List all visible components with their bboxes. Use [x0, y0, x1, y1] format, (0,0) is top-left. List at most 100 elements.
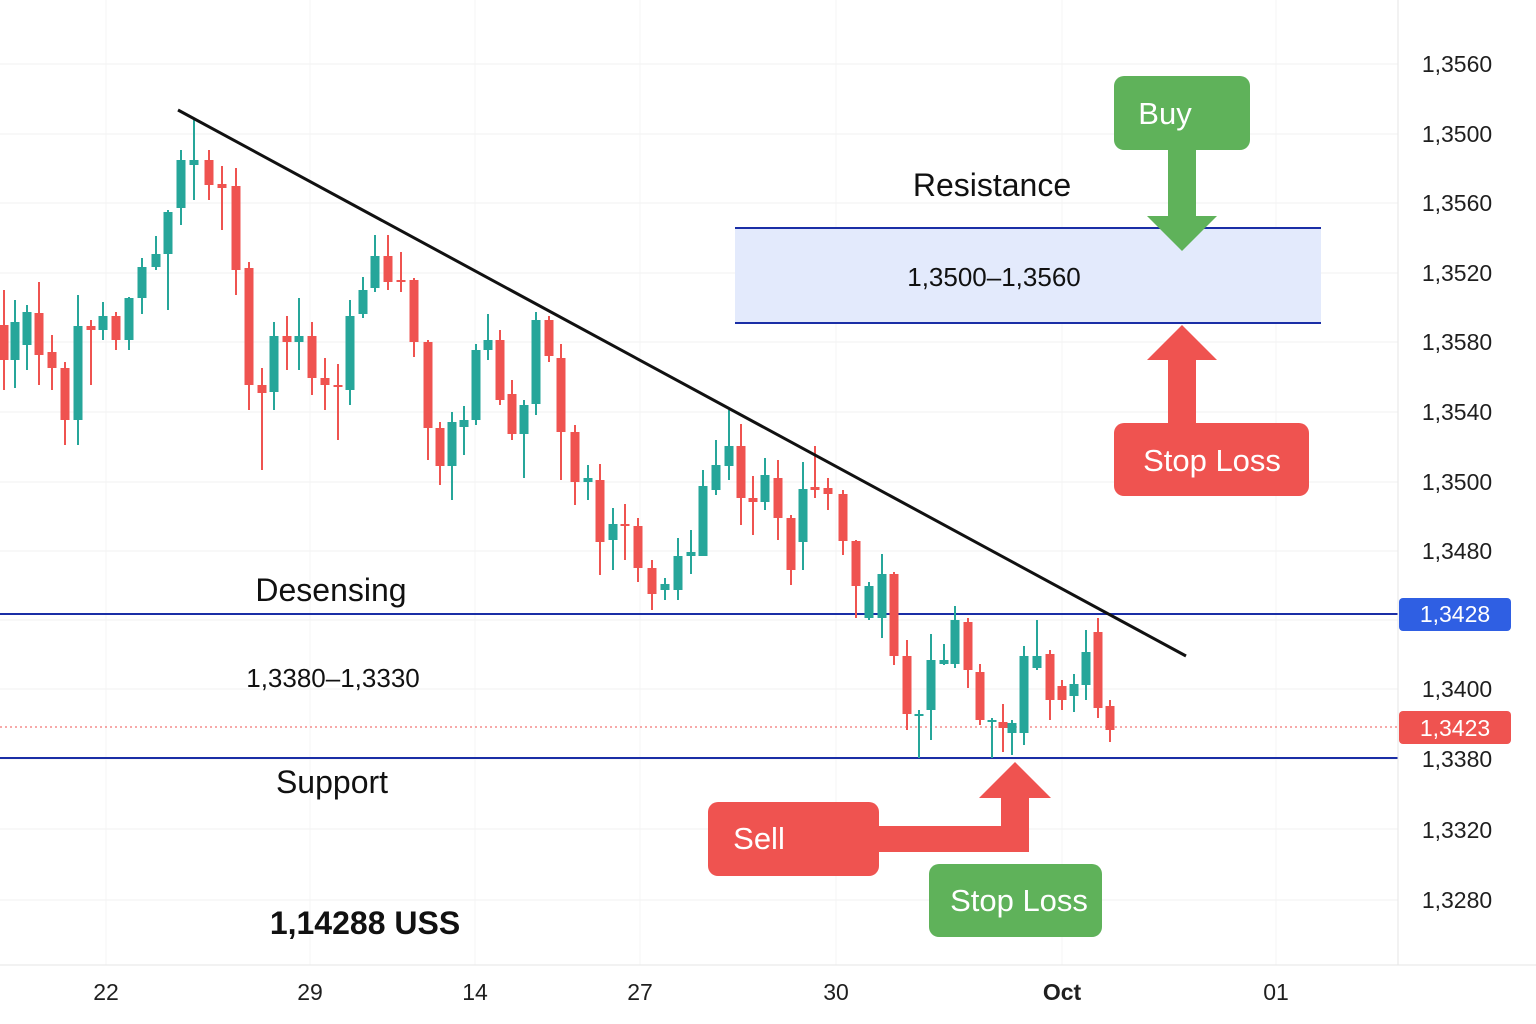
candle-up — [926, 660, 936, 710]
candle-down — [620, 524, 630, 526]
candle-up — [519, 405, 529, 434]
candle-down — [34, 313, 44, 355]
candle-up — [660, 584, 670, 590]
candle-up — [1032, 656, 1042, 668]
candle-up — [98, 316, 108, 330]
candle-down — [47, 352, 57, 368]
candle-down — [60, 368, 70, 420]
candle-up — [447, 422, 457, 466]
desensing-label: Desensing — [255, 572, 406, 608]
y-tick-label: 1,3580 — [1422, 329, 1492, 355]
y-axis: 1,3560 1,3500 1,3560 1,3520 1,3580 1,354… — [1422, 51, 1492, 913]
candle-down — [423, 342, 433, 428]
candle-up — [1069, 684, 1079, 696]
y-tick-label: 1,3500 — [1422, 469, 1492, 495]
candle-down — [810, 487, 820, 490]
candle-up — [163, 212, 173, 254]
y-tick-label: 1,3560 — [1422, 190, 1492, 216]
buy-box — [1114, 76, 1250, 150]
candle-up — [914, 714, 924, 716]
upper-price-badge-bg — [1399, 598, 1511, 631]
candle-up — [711, 465, 721, 490]
candle-up — [137, 267, 147, 298]
candle-up — [939, 660, 949, 664]
stop-loss-upper-signal: Stop Loss — [1114, 325, 1309, 496]
candle-down — [507, 394, 517, 434]
candle-up — [673, 556, 683, 590]
x-tick-label: 01 — [1263, 979, 1289, 1005]
resistance-range-label: 1,3500–1,3560 — [907, 262, 1081, 292]
candle-down — [111, 316, 121, 340]
candle-up — [950, 620, 960, 664]
candle-down — [409, 280, 419, 342]
candle-up — [471, 350, 481, 420]
y-tick-label: 1,3500 — [1422, 121, 1492, 147]
y-tick-label: 1,3320 — [1422, 817, 1492, 843]
candle-up — [798, 489, 808, 542]
x-tick-label: 30 — [823, 979, 849, 1005]
y-tick-label: 1,3480 — [1422, 538, 1492, 564]
candle-down — [851, 541, 861, 586]
candle-up — [698, 486, 708, 556]
buy-signal: Buy — [1114, 76, 1250, 251]
x-tick-label: 14 — [462, 979, 488, 1005]
sell-arrow — [870, 762, 1051, 852]
sell-box — [708, 802, 879, 876]
x-tick-label: 22 — [93, 979, 119, 1005]
y-tick-label: 1,3380 — [1422, 746, 1492, 772]
candle-down — [823, 488, 833, 494]
x-tick-label: 29 — [297, 979, 323, 1005]
candle-down — [736, 446, 746, 498]
candle-up — [73, 326, 83, 420]
candle-down — [333, 385, 343, 387]
candle-down — [595, 480, 605, 542]
current-price-badge-bg — [1399, 711, 1511, 744]
support-label: Support — [276, 764, 388, 800]
upper-price-badge-text: 1,3428 — [1420, 601, 1490, 627]
descending-trendline — [177, 108, 1187, 658]
y-tick-label: 1,3560 — [1422, 51, 1492, 77]
candle-down — [1045, 654, 1055, 700]
candle-down — [495, 340, 505, 400]
candle-up — [176, 160, 186, 208]
resistance-label: Resistance — [913, 167, 1071, 203]
candle-down — [544, 320, 554, 356]
candle-up — [483, 340, 493, 350]
candle-up — [358, 290, 368, 314]
candle-down — [204, 160, 214, 185]
current-price-badge: 1,3423 — [1399, 711, 1511, 744]
candle-up — [864, 586, 874, 618]
candle-up — [1019, 656, 1029, 733]
candle-up — [345, 316, 355, 390]
candle-up — [877, 574, 887, 618]
candle-up — [583, 478, 593, 482]
candle-down — [1093, 632, 1103, 708]
candle-down — [320, 378, 330, 385]
candle-up — [22, 312, 32, 345]
candle-down — [556, 358, 566, 432]
candle-down — [963, 622, 973, 670]
y-tick-label: 1,3280 — [1422, 887, 1492, 913]
x-tick-label: 27 — [627, 979, 653, 1005]
stop-loss-lower-text: Stop Loss — [950, 883, 1088, 918]
candle-up — [189, 160, 199, 165]
candle-down — [998, 722, 1008, 728]
sell-signal: Sell — [708, 762, 1051, 876]
candle-down — [647, 568, 657, 594]
upper-price-badge: 1,3428 — [1399, 598, 1511, 631]
candle-down — [748, 498, 758, 502]
candle-down — [570, 432, 580, 482]
price-caption: 1,14288 USS — [270, 905, 460, 941]
candle-down — [396, 280, 406, 282]
stop-loss-upper-box — [1114, 423, 1309, 496]
candle-down — [902, 656, 912, 714]
current-price-badge-text: 1,3423 — [1420, 715, 1490, 741]
candle-down — [889, 574, 899, 656]
stop-loss-upper-text: Stop Loss — [1143, 443, 1281, 478]
candle-down — [231, 186, 241, 270]
stop-loss-lower-box — [929, 864, 1102, 937]
sell-text: Sell — [733, 821, 785, 856]
candle-down — [257, 385, 267, 393]
candle-up — [760, 475, 770, 502]
candle-up — [608, 524, 618, 540]
